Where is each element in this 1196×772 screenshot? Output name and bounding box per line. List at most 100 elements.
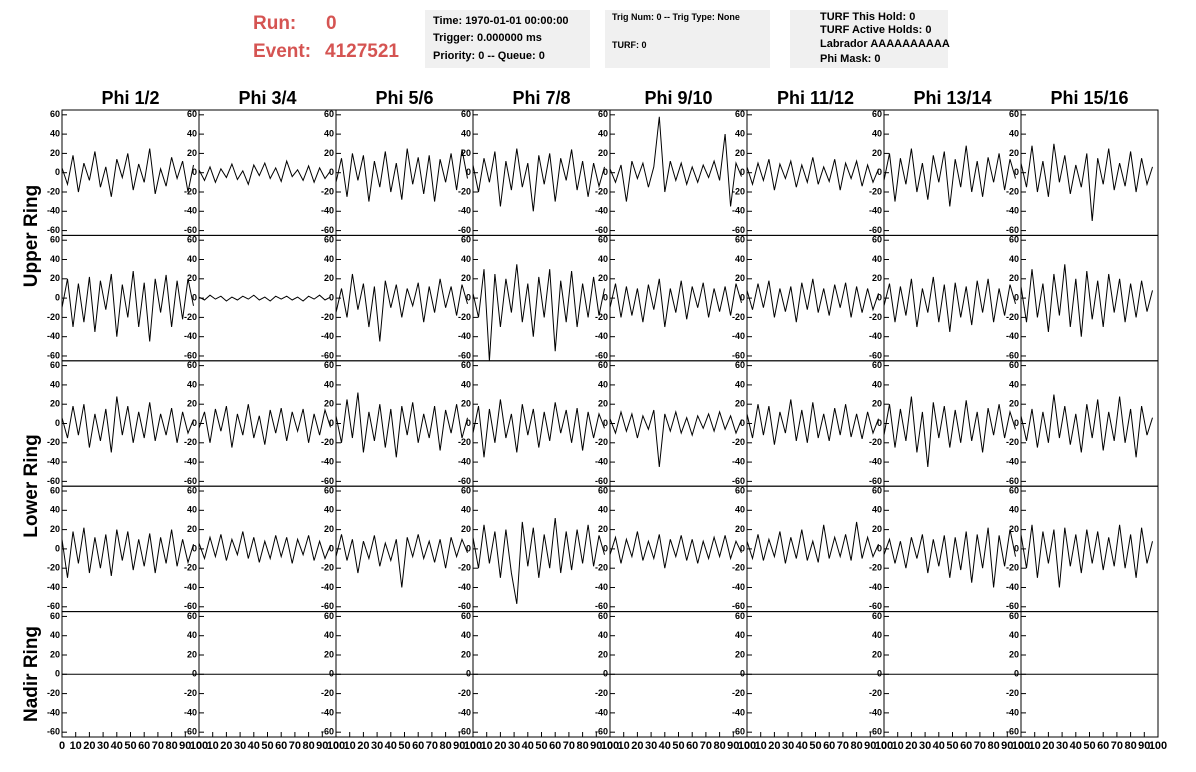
x-tick-label: 70	[837, 740, 849, 752]
y-tick-label: 40	[735, 128, 745, 138]
x-tick-label: 0	[1018, 740, 1024, 752]
y-tick-label: -60	[458, 727, 471, 737]
x-tick-label: 20	[1042, 740, 1054, 752]
y-tick-label: 60	[187, 611, 197, 621]
y-tick-label: -20	[1006, 312, 1019, 322]
y-tick-label: 20	[872, 399, 882, 409]
x-tick-label: 100	[1012, 740, 1030, 752]
y-tick-label: 60	[324, 485, 334, 495]
x-tick-label: 50	[261, 740, 273, 752]
x-tick-label: 20	[631, 740, 643, 752]
panel-frame	[609, 485, 748, 613]
y-tick-label: 20	[187, 649, 197, 659]
y-tick-label: 40	[1009, 254, 1019, 264]
panel-frame	[883, 360, 1022, 487]
x-tick-label: 100	[464, 740, 482, 752]
x-tick-label: 50	[535, 740, 547, 752]
y-tick-label: 0	[329, 669, 334, 679]
y-tick-label: 20	[598, 524, 608, 534]
y-tick-label: 60	[598, 109, 608, 119]
x-tick-label: 80	[302, 740, 314, 752]
y-tick-label: 0	[740, 292, 745, 302]
info-text: Priority: 0 -- Queue: 0	[433, 50, 545, 62]
y-tick-label: 60	[598, 235, 608, 245]
y-tick-label: 40	[461, 379, 471, 389]
y-tick-label: -60	[869, 350, 882, 360]
panel-frame	[198, 360, 337, 487]
y-tick-label: -20	[595, 437, 608, 447]
y-tick-label: 20	[324, 649, 334, 659]
waveform	[335, 392, 468, 458]
y-tick-label: 0	[55, 669, 60, 679]
event-label: Event:	[253, 41, 311, 62]
y-tick-label: 0	[55, 543, 60, 553]
y-tick-label: -40	[1006, 206, 1019, 216]
y-tick-label: -20	[47, 312, 60, 322]
info-text: TURF: 0	[612, 40, 647, 50]
panel-frame	[883, 234, 1022, 362]
x-tick-label: 40	[659, 740, 671, 752]
panel-frame	[472, 109, 611, 236]
x-tick-label: 50	[124, 740, 136, 752]
y-tick-label: 60	[598, 611, 608, 621]
waveform	[1020, 143, 1153, 221]
x-tick-label: 0	[607, 740, 613, 752]
x-tick-label: 10	[344, 740, 356, 752]
y-tick-label: 60	[872, 109, 882, 119]
y-tick-label: 20	[187, 524, 197, 534]
y-tick-label: 40	[461, 630, 471, 640]
y-tick-label: 0	[192, 167, 197, 177]
x-tick-label: 30	[234, 740, 246, 752]
y-tick-label: 20	[872, 273, 882, 283]
y-tick-label: 0	[603, 669, 608, 679]
waveform	[198, 294, 331, 302]
column-title: Phi 13/14	[913, 88, 991, 108]
waveform	[472, 517, 605, 604]
y-tick-label: 0	[877, 669, 882, 679]
y-tick-label: 0	[877, 167, 882, 177]
y-tick-label: 60	[735, 485, 745, 495]
y-tick-label: 60	[735, 109, 745, 119]
y-tick-label: 60	[187, 235, 197, 245]
y-tick-label: 0	[603, 418, 608, 428]
waveform	[61, 271, 194, 342]
column-title: Phi 9/10	[644, 88, 712, 108]
y-tick-label: -40	[458, 582, 471, 592]
info-text: Labrador AAAAAAAAAA	[820, 38, 950, 50]
y-tick-label: 40	[324, 505, 334, 515]
y-tick-label: -60	[732, 225, 745, 235]
y-tick-label: 0	[740, 418, 745, 428]
y-tick-label: 60	[187, 109, 197, 119]
y-tick-label: 40	[735, 254, 745, 264]
waveform	[61, 396, 194, 453]
y-tick-label: 0	[877, 543, 882, 553]
y-tick-label: 40	[872, 254, 882, 264]
y-tick-label: 0	[740, 669, 745, 679]
y-tick-label: 40	[1009, 505, 1019, 515]
y-tick-label: -40	[595, 456, 608, 466]
x-tick-label: 70	[974, 740, 986, 752]
x-tick-label: 90	[864, 740, 876, 752]
y-tick-label: -60	[1006, 350, 1019, 360]
y-tick-label: -20	[869, 186, 882, 196]
x-tick-label: 90	[590, 740, 602, 752]
y-tick-label: -60	[732, 727, 745, 737]
y-tick-label: -60	[869, 225, 882, 235]
y-tick-label: -60	[321, 601, 334, 611]
y-tick-label: -20	[184, 186, 197, 196]
y-tick-label: 20	[50, 524, 60, 534]
y-tick-label: 60	[1009, 485, 1019, 495]
y-tick-label: -20	[869, 437, 882, 447]
y-tick-label: 40	[187, 630, 197, 640]
y-tick-label: 60	[872, 485, 882, 495]
y-tick-label: -60	[458, 350, 471, 360]
x-tick-label: 0	[881, 740, 887, 752]
y-tick-label: 40	[324, 254, 334, 264]
y-tick-label: 40	[598, 254, 608, 264]
info-text: Trig Num: 0 -- Trig Type: None	[612, 12, 740, 22]
y-tick-label: -40	[869, 456, 882, 466]
event-number: 4127521	[325, 41, 399, 62]
y-tick-label: -40	[732, 206, 745, 216]
y-tick-label: -20	[458, 563, 471, 573]
y-tick-label: -20	[184, 563, 197, 573]
